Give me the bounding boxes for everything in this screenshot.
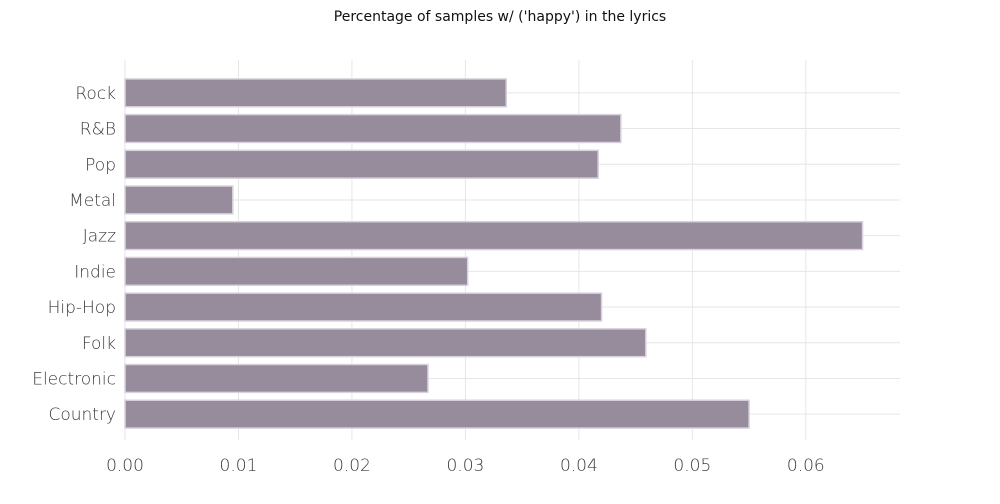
bar-r-b [124, 113, 622, 144]
category-label: Jazz [83, 227, 116, 247]
bar-jazz [124, 220, 864, 251]
category-label: Metal [69, 191, 116, 211]
x-tick-label: 0.00 [106, 456, 144, 476]
category-label: Country [48, 405, 116, 425]
x-tick-label: 0.02 [333, 456, 371, 476]
x-tick-label: 0.05 [673, 456, 711, 476]
category-label: Electronic [32, 369, 116, 389]
category-label: Hip-Hop [48, 298, 116, 318]
x-tick-label: 0.04 [560, 456, 598, 476]
x-tick-labels: 0.00 0.01 0.02 0.03 0.04 0.05 0.06 [106, 456, 825, 476]
chart-title: Percentage of samples w/ ('happy') in th… [333, 9, 667, 25]
category-label: Pop [85, 155, 116, 175]
bar-country [124, 399, 750, 429]
bar-rock [124, 78, 508, 108]
category-label: R&B [80, 120, 116, 140]
category-label: Rock [75, 84, 116, 104]
bar-electronic [124, 363, 429, 394]
bar-folk [124, 328, 647, 358]
bars-layer [124, 78, 864, 429]
bar-metal [124, 185, 234, 215]
category-label: Indie [74, 262, 116, 282]
x-tick-label: 0.01 [220, 456, 258, 476]
bar-indie [124, 256, 469, 287]
x-tick-label: 0.03 [446, 456, 484, 476]
bar-pop [124, 149, 599, 179]
category-label: Folk [82, 334, 116, 354]
x-tick-label: 0.06 [787, 456, 825, 476]
bar-hip-hop [124, 292, 603, 322]
category-labels: Rock R&B Pop Metal Jazz Indie Hip-Hop Folk Elect… [32, 84, 116, 425]
